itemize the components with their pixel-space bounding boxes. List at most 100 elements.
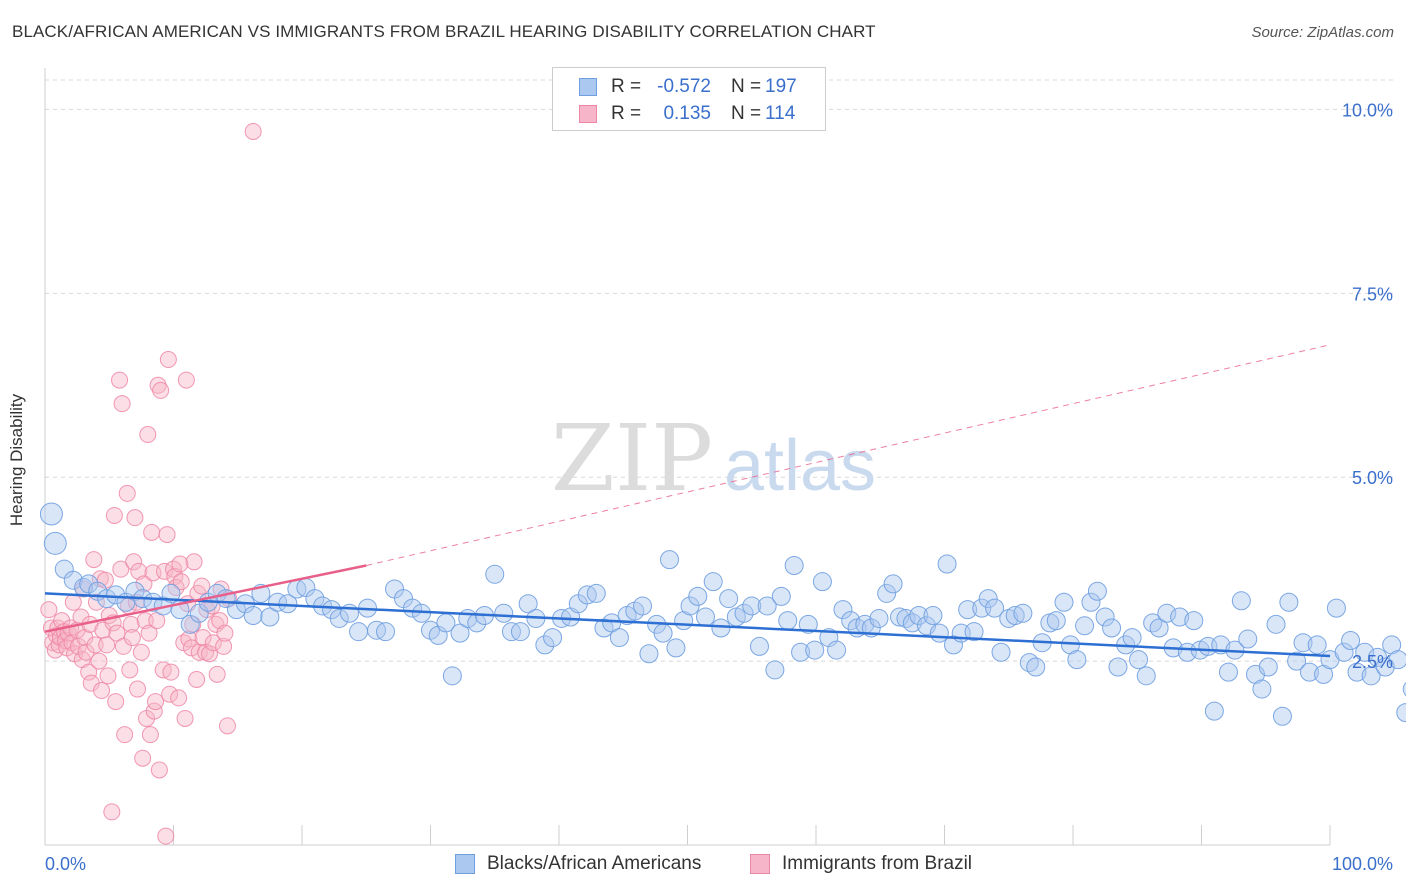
data-point-brazil (98, 636, 116, 654)
data-point-blacks (711, 618, 731, 638)
data-point-blacks (978, 589, 998, 609)
data-point-brazil (161, 685, 179, 703)
data-point-blacks (1266, 614, 1286, 634)
data-point-blacks (43, 531, 67, 555)
data-point-brazil (150, 761, 168, 779)
series-immigrants-from-brazil (40, 122, 262, 845)
data-point-brazil (114, 637, 132, 655)
data-point-blacks (1287, 651, 1307, 671)
data-point-blacks (1204, 701, 1224, 721)
data-point-blacks (1326, 598, 1346, 618)
legend-r-label: R = (611, 103, 642, 124)
data-point-blacks (125, 581, 145, 601)
data-point-blacks (1293, 633, 1313, 653)
data-point-blacks (890, 607, 910, 627)
data-point-blacks (943, 635, 963, 655)
data-point-blacks (1095, 607, 1115, 627)
y-tick-label: 2.5% (1352, 652, 1393, 672)
data-point-brazil (99, 667, 117, 685)
data-point-blacks (1075, 616, 1095, 636)
data-point-brazil (140, 624, 158, 642)
data-point-blacks (243, 606, 263, 625)
data-point-blacks (1081, 592, 1101, 612)
data-point-brazil (112, 560, 130, 578)
data-point-blacks (877, 583, 897, 603)
data-point-blacks (902, 613, 922, 633)
legend-r-label: R = (611, 76, 642, 97)
data-point-blacks (749, 636, 769, 656)
data-point-brazil (80, 663, 98, 681)
data-point-blacks (485, 564, 505, 584)
data-point-blacks (1170, 607, 1190, 627)
legend-n-value: 114 (765, 103, 796, 124)
data-point-blacks (827, 640, 847, 660)
data-point-brazil (64, 593, 82, 611)
data-point-brazil (130, 562, 148, 580)
data-point-brazil (218, 717, 236, 735)
data-point-blacks (719, 589, 739, 609)
legend-row-brazil: R = 0.135 N = 114 (553, 101, 825, 127)
data-point-blacks (543, 628, 563, 648)
legend-r-value: -0.572 (657, 76, 711, 97)
data-point-brazil (188, 670, 206, 688)
grid-lines (45, 79, 1395, 662)
data-point-brazil (136, 612, 154, 630)
data-point-blacks (63, 570, 83, 590)
data-point-blacks (964, 622, 984, 642)
data-point-blacks (1129, 650, 1149, 670)
data-point-brazil (90, 652, 108, 670)
data-point-blacks (1402, 681, 1406, 697)
data-point-blacks (742, 596, 762, 616)
data-point-blacks (985, 598, 1005, 618)
legend-swatch-blue (455, 854, 475, 874)
data-point-brazil (105, 506, 123, 524)
data-point-blacks (442, 666, 462, 686)
legend-swatch-pink (750, 854, 770, 874)
data-point-brazil (40, 601, 58, 619)
data-point-brazil (134, 749, 152, 767)
data-point-blacks (1388, 650, 1406, 670)
data-point-blacks (734, 603, 754, 623)
data-point-brazil (107, 693, 125, 711)
data-point-blacks (268, 592, 288, 612)
data-point-blacks (812, 572, 832, 592)
data-point-brazil (176, 709, 194, 727)
data-point-brazil (139, 426, 157, 444)
data-point-blacks (1136, 666, 1156, 686)
data-point-brazil (77, 643, 95, 661)
data-point-brazil (121, 661, 139, 679)
x-tick-label: 0.0% (45, 854, 86, 874)
data-point-brazil (194, 629, 212, 647)
chart-title: BLACK/AFRICAN AMERICAN VS IMMIGRANTS FRO… (12, 22, 876, 41)
data-point-blacks (494, 603, 514, 623)
source-credit: Source: ZipAtlas.com (1251, 24, 1394, 41)
data-point-blacks (660, 550, 680, 570)
data-point-brazil (216, 624, 234, 642)
trend-lines (44, 344, 1331, 658)
data-point-blacks (883, 574, 903, 594)
data-point-blacks (1368, 647, 1388, 667)
data-point-brazil (149, 376, 167, 394)
data-point-brazil (177, 371, 195, 389)
data-point-blacks (1252, 679, 1272, 699)
data-point-blacks (703, 572, 723, 592)
data-point-brazil (86, 636, 104, 654)
x-tick-label: 100.0% (1332, 854, 1393, 874)
data-point-blacks (1013, 603, 1033, 623)
data-point-blacks (991, 642, 1011, 662)
data-point-blacks (450, 623, 470, 643)
data-point-blacks (376, 622, 396, 642)
legend-n-label: N = (731, 76, 762, 97)
data-point-blacks (1108, 657, 1128, 677)
data-point-blacks (791, 642, 811, 662)
data-point-brazil (244, 122, 262, 140)
data-point-blacks (653, 623, 673, 643)
y-tick-label: 5.0% (1352, 468, 1393, 488)
trend-line-brazil (44, 564, 367, 633)
data-point-blacks (1005, 606, 1025, 625)
data-point-blacks (958, 600, 978, 620)
data-point-blacks (1355, 642, 1375, 662)
data-point-blacks (349, 622, 369, 642)
trend-line-blacks (44, 592, 1331, 658)
y-tick-label: 7.5% (1352, 284, 1393, 304)
